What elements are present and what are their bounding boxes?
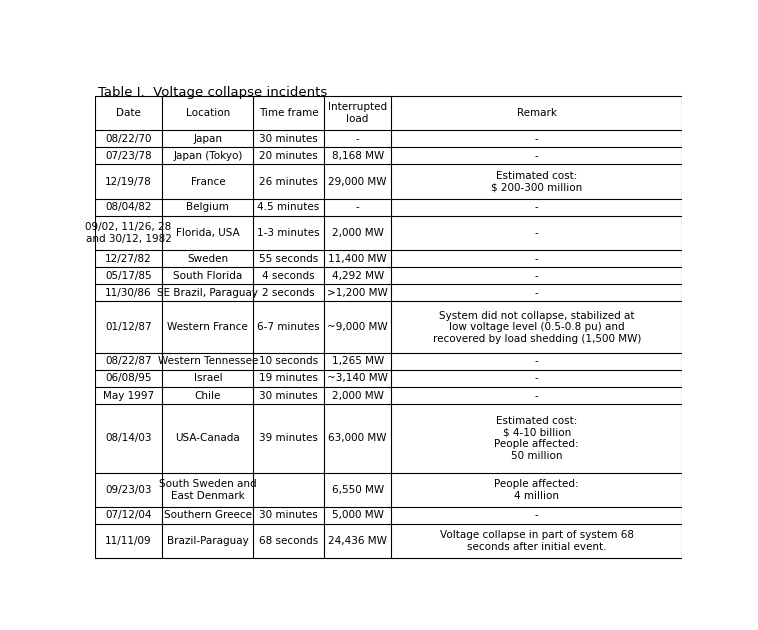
Text: Voltage collapse in part of system 68
seconds after initial event.: Voltage collapse in part of system 68 se… (440, 530, 634, 552)
Text: May 1997: May 1997 (103, 391, 154, 401)
Text: Interrupted
load: Interrupted load (328, 102, 387, 124)
Text: Western Tennessee: Western Tennessee (158, 357, 258, 367)
Text: Florida, USA: Florida, USA (176, 228, 240, 238)
Text: -: - (535, 374, 539, 384)
Text: 08/04/82: 08/04/82 (105, 202, 152, 212)
Text: 39 minutes: 39 minutes (259, 433, 318, 444)
Text: -: - (535, 288, 539, 298)
Text: -: - (535, 510, 539, 520)
Text: 08/14/03: 08/14/03 (105, 433, 152, 444)
Text: 6-7 minutes: 6-7 minutes (257, 322, 320, 332)
Text: 1-3 minutes: 1-3 minutes (257, 228, 320, 238)
Text: -: - (535, 151, 539, 161)
Text: 11,400 MW: 11,400 MW (328, 254, 387, 263)
Text: 11/30/86: 11/30/86 (105, 288, 152, 298)
Text: Brazil-Paraguay: Brazil-Paraguay (167, 536, 249, 546)
Text: Estimated cost:
$ 200-300 million: Estimated cost: $ 200-300 million (491, 171, 582, 192)
Text: 11/11/09: 11/11/09 (105, 536, 152, 546)
Text: -: - (535, 202, 539, 212)
Text: Southern Greece: Southern Greece (164, 510, 252, 520)
Text: 24,436 MW: 24,436 MW (328, 536, 387, 546)
Text: 09/23/03: 09/23/03 (105, 485, 152, 495)
Text: Table I.  Voltage collapse incidents: Table I. Voltage collapse incidents (98, 86, 327, 100)
Text: Israel: Israel (193, 374, 222, 384)
Text: -: - (535, 228, 539, 238)
Text: 8,168 MW: 8,168 MW (331, 151, 384, 161)
Text: Location: Location (186, 108, 230, 118)
Text: Remark: Remark (517, 108, 557, 118)
Text: USA-Canada: USA-Canada (175, 433, 240, 444)
Text: 05/17/85: 05/17/85 (105, 271, 152, 281)
Text: South Florida: South Florida (174, 271, 243, 281)
Text: -: - (535, 134, 539, 144)
Text: 4,292 MW: 4,292 MW (331, 271, 384, 281)
Text: 20 minutes: 20 minutes (259, 151, 318, 161)
Text: 07/12/04: 07/12/04 (105, 510, 152, 520)
Text: 12/27/82: 12/27/82 (105, 254, 152, 263)
Text: 2 seconds: 2 seconds (262, 288, 315, 298)
Text: Sweden: Sweden (187, 254, 228, 263)
Text: 68 seconds: 68 seconds (259, 536, 318, 546)
Text: 55 seconds: 55 seconds (259, 254, 318, 263)
Text: 06/08/95: 06/08/95 (105, 374, 152, 384)
Text: Estimated cost:
$ 4-10 billion
People affected:
50 million: Estimated cost: $ 4-10 billion People af… (494, 416, 579, 461)
Text: 6,550 MW: 6,550 MW (331, 485, 384, 495)
Text: ~3,140 MW: ~3,140 MW (327, 374, 388, 384)
Text: 5,000 MW: 5,000 MW (332, 510, 384, 520)
Text: 10 seconds: 10 seconds (259, 357, 318, 367)
Text: -: - (535, 254, 539, 263)
Text: -: - (535, 391, 539, 401)
Text: 01/12/87: 01/12/87 (105, 322, 152, 332)
Text: 63,000 MW: 63,000 MW (328, 433, 387, 444)
Text: SE Brazil, Paraguay: SE Brazil, Paraguay (158, 288, 258, 298)
Text: 26 minutes: 26 minutes (259, 176, 318, 186)
Text: 2,000 MW: 2,000 MW (332, 228, 384, 238)
Text: 4.5 minutes: 4.5 minutes (258, 202, 320, 212)
Text: 30 minutes: 30 minutes (259, 391, 318, 401)
Text: Chile: Chile (195, 391, 221, 401)
Text: 29,000 MW: 29,000 MW (328, 176, 387, 186)
Text: 30 minutes: 30 minutes (259, 134, 318, 144)
Text: >1,200 MW: >1,200 MW (327, 288, 388, 298)
Text: ~9,000 MW: ~9,000 MW (327, 322, 388, 332)
Text: 19 minutes: 19 minutes (259, 374, 318, 384)
Text: 08/22/70: 08/22/70 (105, 134, 152, 144)
Text: 09/02, 11/26, 28
and 30/12, 1982: 09/02, 11/26, 28 and 30/12, 1982 (86, 222, 171, 244)
Text: -: - (356, 202, 359, 212)
Text: -: - (535, 357, 539, 367)
Text: 07/23/78: 07/23/78 (105, 151, 152, 161)
Text: France: France (190, 176, 225, 186)
Text: 4 seconds: 4 seconds (262, 271, 315, 281)
Text: Time frame: Time frame (258, 108, 318, 118)
Text: Belgium: Belgium (186, 202, 229, 212)
Text: 08/22/87: 08/22/87 (105, 357, 152, 367)
Text: 30 minutes: 30 minutes (259, 510, 318, 520)
Text: 2,000 MW: 2,000 MW (332, 391, 384, 401)
Text: System did not collapse, stabilized at
low voltage level (0.5-0.8 pu) and
recove: System did not collapse, stabilized at l… (433, 311, 641, 344)
Text: Western France: Western France (168, 322, 248, 332)
Text: 12/19/78: 12/19/78 (105, 176, 152, 186)
Text: -: - (535, 271, 539, 281)
Text: Japan: Japan (193, 134, 222, 144)
Text: Japan (Tokyo): Japan (Tokyo) (173, 151, 243, 161)
Text: 1,265 MW: 1,265 MW (331, 357, 384, 367)
Text: South Sweden and
East Denmark: South Sweden and East Denmark (159, 479, 257, 501)
Text: Date: Date (116, 108, 141, 118)
Text: -: - (356, 134, 359, 144)
Text: People affected:
4 million: People affected: 4 million (494, 479, 579, 501)
